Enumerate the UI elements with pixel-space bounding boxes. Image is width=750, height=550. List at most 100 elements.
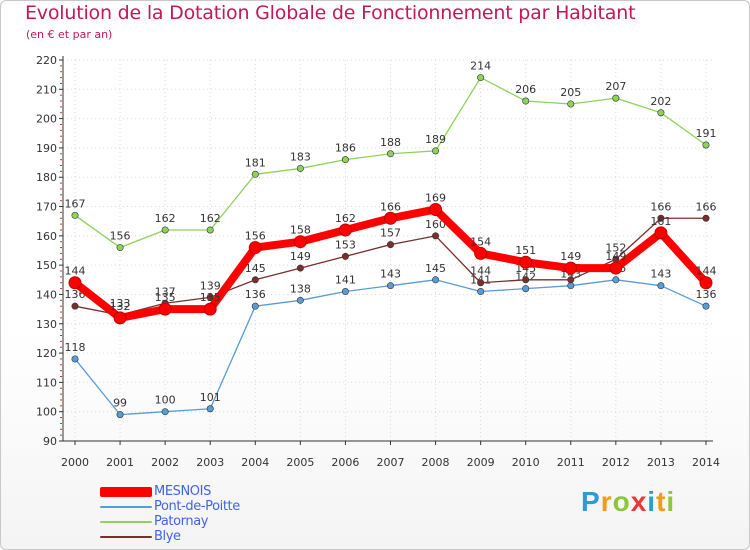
data-label-patornay: 207 bbox=[605, 80, 626, 93]
y-tick-label: 100 bbox=[36, 406, 57, 419]
data-point-pont-de-poitte bbox=[251, 302, 259, 310]
brand-letter: r bbox=[600, 486, 613, 517]
data-label-mesnois: 161 bbox=[650, 215, 671, 228]
data-point-patornay bbox=[161, 226, 169, 234]
y-tick-label: 90 bbox=[43, 435, 57, 448]
x-tick-label: 2012 bbox=[602, 456, 630, 469]
data-point-patornay bbox=[702, 141, 710, 149]
x-tick-label: 2001 bbox=[106, 456, 134, 469]
legend-label: Blye bbox=[154, 529, 181, 544]
data-label-blye: 139 bbox=[200, 279, 221, 292]
data-label-mesnois: 132 bbox=[110, 300, 131, 313]
data-point-patornay bbox=[477, 74, 485, 82]
data-point-mesnois bbox=[293, 235, 307, 249]
x-tick-label: 2009 bbox=[467, 456, 495, 469]
data-label-mesnois: 169 bbox=[425, 191, 446, 204]
proxiti-logo: Proxiti bbox=[581, 486, 675, 518]
data-point-mesnois bbox=[429, 202, 443, 216]
data-label-pont-de-poitte: 101 bbox=[200, 391, 221, 404]
data-label-pont-de-poitte: 136 bbox=[695, 288, 716, 301]
data-point-pont-de-poitte bbox=[612, 276, 620, 284]
data-point-patornay bbox=[71, 211, 79, 219]
data-label-blye: 133 bbox=[110, 297, 131, 310]
y-tick-label: 120 bbox=[36, 347, 57, 360]
data-point-blye bbox=[657, 214, 665, 222]
x-tick-label: 2008 bbox=[422, 456, 450, 469]
x-tick-label: 2006 bbox=[331, 456, 359, 469]
data-point-blye bbox=[71, 302, 79, 310]
data-point-mesnois bbox=[113, 311, 127, 325]
data-label-blye: 160 bbox=[425, 218, 446, 231]
data-point-blye bbox=[522, 276, 530, 284]
legend-label: MESNOIS bbox=[154, 484, 211, 499]
x-tick-label: 2011 bbox=[557, 456, 585, 469]
data-label-patornay: 202 bbox=[650, 95, 671, 108]
data-point-pont-de-poitte bbox=[206, 405, 214, 413]
data-point-patornay bbox=[657, 109, 665, 117]
data-point-patornay bbox=[296, 164, 304, 172]
data-label-mesnois: 144 bbox=[65, 265, 86, 278]
data-label-mesnois: 154 bbox=[470, 235, 491, 248]
data-label-blye: 157 bbox=[380, 227, 401, 240]
data-point-mesnois bbox=[383, 211, 397, 225]
data-point-blye bbox=[432, 232, 440, 240]
data-point-mesnois bbox=[68, 276, 82, 290]
data-label-patornay: 162 bbox=[155, 212, 176, 225]
data-label-patornay: 186 bbox=[335, 142, 356, 155]
data-label-blye: 144 bbox=[470, 265, 491, 278]
x-tick-label: 2007 bbox=[376, 456, 404, 469]
data-point-pont-de-poitte bbox=[567, 282, 575, 290]
data-label-pont-de-poitte: 138 bbox=[290, 282, 311, 295]
x-tick-label: 2002 bbox=[151, 456, 179, 469]
data-label-patornay: 188 bbox=[380, 136, 401, 149]
x-tick-label: 2013 bbox=[647, 456, 675, 469]
data-point-mesnois bbox=[654, 226, 668, 240]
y-tick-label: 180 bbox=[36, 171, 57, 184]
data-label-patornay: 183 bbox=[290, 150, 311, 163]
data-label-pont-de-poitte: 100 bbox=[155, 394, 176, 407]
y-tick-label: 150 bbox=[36, 259, 57, 272]
data-point-mesnois bbox=[338, 223, 352, 237]
data-label-blye: 152 bbox=[605, 241, 626, 254]
data-point-mesnois bbox=[564, 261, 578, 275]
data-label-mesnois: 149 bbox=[605, 250, 626, 263]
data-label-pont-de-poitte: 118 bbox=[65, 341, 86, 354]
data-label-pont-de-poitte: 141 bbox=[335, 274, 356, 287]
x-tick-label: 2000 bbox=[61, 456, 89, 469]
brand-letter: t bbox=[656, 486, 667, 517]
x-tick-label: 2010 bbox=[512, 456, 540, 469]
data-point-blye bbox=[296, 264, 304, 272]
data-label-mesnois: 135 bbox=[200, 291, 221, 304]
legend-swatch bbox=[100, 521, 152, 523]
data-label-blye: 166 bbox=[650, 200, 671, 213]
data-label-pont-de-poitte: 143 bbox=[650, 268, 671, 281]
data-label-mesnois: 151 bbox=[515, 244, 536, 257]
y-tick-label: 140 bbox=[36, 288, 57, 301]
data-point-patornay bbox=[386, 150, 394, 158]
data-label-mesnois: 162 bbox=[335, 212, 356, 225]
x-tick-label: 2004 bbox=[241, 456, 269, 469]
legend-swatch bbox=[100, 487, 152, 497]
brand-letter: i bbox=[666, 486, 676, 517]
data-point-pont-de-poitte bbox=[432, 276, 440, 284]
x-tick-label: 2003 bbox=[196, 456, 224, 469]
legend-label: Patornay bbox=[154, 514, 209, 529]
data-label-blye: 145 bbox=[245, 262, 266, 275]
x-tick-label: 2014 bbox=[692, 456, 720, 469]
data-point-mesnois bbox=[158, 302, 172, 316]
y-tick-label: 110 bbox=[36, 376, 57, 389]
y-tick-label: 210 bbox=[36, 83, 57, 96]
data-label-patornay: 156 bbox=[110, 230, 131, 243]
chart-title: Evolution de la Dotation Globale de Fonc… bbox=[25, 2, 636, 24]
data-point-blye bbox=[341, 252, 349, 260]
y-tick-label: 200 bbox=[36, 113, 57, 126]
data-label-pont-de-poitte: 145 bbox=[425, 262, 446, 275]
brand-letter: P bbox=[581, 486, 601, 517]
data-label-mesnois: 144 bbox=[695, 265, 716, 278]
data-point-patornay bbox=[206, 226, 214, 234]
data-label-mesnois: 158 bbox=[290, 224, 311, 237]
data-label-pont-de-poitte: 99 bbox=[113, 397, 127, 410]
data-point-mesnois bbox=[609, 261, 623, 275]
data-label-blye: 137 bbox=[155, 285, 176, 298]
data-label-patornay: 162 bbox=[200, 212, 221, 225]
